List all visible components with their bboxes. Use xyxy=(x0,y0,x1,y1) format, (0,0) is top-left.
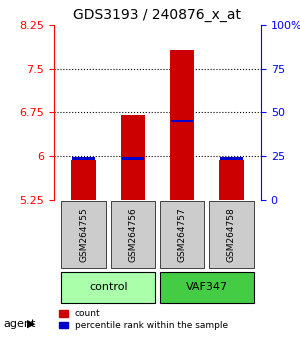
Bar xyxy=(219,160,244,200)
Text: GSM264758: GSM264758 xyxy=(227,207,236,262)
FancyBboxPatch shape xyxy=(61,201,106,268)
Text: agent: agent xyxy=(3,319,35,329)
FancyBboxPatch shape xyxy=(160,201,204,268)
Bar xyxy=(71,160,96,200)
Text: control: control xyxy=(89,282,128,292)
Bar xyxy=(122,157,144,160)
Bar xyxy=(220,157,242,160)
Legend: count, percentile rank within the sample: count, percentile rank within the sample xyxy=(58,309,228,330)
FancyBboxPatch shape xyxy=(160,272,254,303)
FancyBboxPatch shape xyxy=(61,272,155,303)
Title: GDS3193 / 240876_x_at: GDS3193 / 240876_x_at xyxy=(74,8,242,22)
Text: GSM264757: GSM264757 xyxy=(178,207,187,262)
Text: GSM264755: GSM264755 xyxy=(79,207,88,262)
Text: ▶: ▶ xyxy=(27,319,35,329)
Text: GSM264756: GSM264756 xyxy=(128,207,137,262)
Bar xyxy=(170,50,194,200)
FancyBboxPatch shape xyxy=(111,201,155,268)
FancyBboxPatch shape xyxy=(209,201,254,268)
Bar xyxy=(121,115,145,200)
Bar xyxy=(171,120,193,122)
Text: VAF347: VAF347 xyxy=(186,282,228,292)
Bar xyxy=(73,157,95,160)
